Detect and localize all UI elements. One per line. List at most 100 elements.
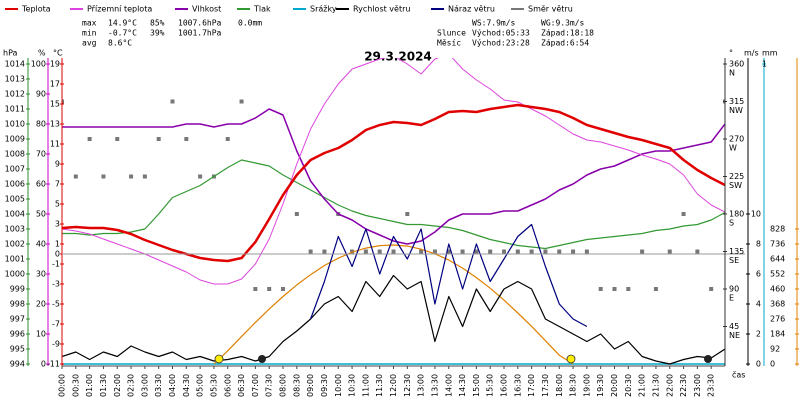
x-tick-label: 02:30 <box>127 374 136 397</box>
stats: max 14.9°C 85% 1007.6hPa 0.0mm min -0.7°C 39% 10… <box>82 19 262 48</box>
x-tick-label: 11:00 <box>361 374 370 397</box>
stat-value: 0.0mm <box>238 19 262 28</box>
y-tick-label: 50 <box>36 210 46 219</box>
y-tick-label: 6 <box>756 270 761 279</box>
stat-value: 39% <box>150 29 165 38</box>
sun-set: Západ:18:18 <box>541 29 594 38</box>
axis-title: ° <box>729 49 733 58</box>
direction-point <box>598 287 603 291</box>
x-tick-label: 04:30 <box>182 374 191 397</box>
y-tick-label: 19 <box>50 60 60 69</box>
y-tick-label: 315 <box>729 97 744 106</box>
x-tick-label: 15:00 <box>472 374 481 397</box>
direction-point <box>377 249 382 254</box>
y-tick-label: 1 <box>762 60 767 69</box>
y-tick-label: 1004 <box>5 210 25 219</box>
direction-point <box>681 212 686 216</box>
direction-point <box>584 249 589 254</box>
direction-point <box>391 249 396 254</box>
y-tick-label: 276 <box>770 315 785 324</box>
direction-point <box>446 249 451 254</box>
y-tick-label: 2 <box>756 330 761 339</box>
y-tick-label: 8 <box>756 240 761 249</box>
x-tick-label: 03:30 <box>154 374 163 397</box>
y-tick-label: 368 <box>770 300 785 309</box>
direction-point <box>267 287 272 291</box>
x-tick-label: 21:30 <box>651 374 660 397</box>
series-line <box>62 103 725 263</box>
y-tick-label: 1007 <box>5 165 25 174</box>
direction-point <box>571 249 576 254</box>
x-tick-label: 08:30 <box>292 374 301 397</box>
direction-point <box>612 287 617 291</box>
direction-label: W <box>729 144 737 153</box>
x-axis-label: čas <box>732 370 745 380</box>
x-tick-label: 01:30 <box>99 374 108 397</box>
y-tick-label: 1014 <box>5 60 25 69</box>
y-tick-label: -9 <box>52 340 60 349</box>
direction-point <box>101 174 106 179</box>
series-line <box>62 159 725 250</box>
y-tick-label: 644 <box>770 255 785 264</box>
direction-point <box>667 249 672 254</box>
direction-label: SE <box>729 256 739 265</box>
direction-label: E <box>729 294 734 303</box>
legend-label: Teplota <box>21 5 51 14</box>
direction-point <box>253 287 258 291</box>
info: WS:7.9m/s WG:9.3m/s Slunce Východ:05:33 … <box>437 19 594 48</box>
series-line <box>62 108 725 245</box>
axis-title: m/s <box>744 49 759 58</box>
y-tick-label: 40 <box>36 240 46 249</box>
y-tick-label: 270 <box>729 135 744 144</box>
x-tick-label: 21:00 <box>638 374 647 397</box>
direction-point <box>695 249 700 254</box>
y-tick-label: 17 <box>50 80 60 89</box>
series-line <box>62 274 725 365</box>
y-tick-label: 0 <box>756 360 761 369</box>
direction-point <box>363 249 368 254</box>
direction-point <box>488 249 493 254</box>
stat-value: 8.6°C <box>108 39 132 48</box>
direction-point <box>239 99 244 104</box>
sun-label: Slunce <box>437 29 466 38</box>
x-tick-label: 07:00 <box>251 374 260 397</box>
y-tick-label: 0 <box>770 360 775 369</box>
legend-label: Směr větru <box>528 5 573 14</box>
x-tick-label: 20:30 <box>624 374 633 397</box>
x-tick-label: 06:30 <box>237 374 246 397</box>
direction-point <box>405 212 410 216</box>
direction-label: S <box>729 219 734 228</box>
direction-point <box>502 249 506 254</box>
direction-point <box>129 174 134 179</box>
y-tick-label: 4 <box>756 300 761 309</box>
direction-point <box>142 174 147 179</box>
series-line <box>62 58 725 285</box>
y-tick-label: 460 <box>770 285 785 294</box>
y-tick-label: 1001 <box>5 255 25 264</box>
x-tick-label: 13:00 <box>417 374 426 397</box>
y-tick-label: 9 <box>55 160 60 169</box>
x-tick-label: 13:30 <box>430 374 439 397</box>
legend-label: Náraz větru <box>448 5 495 14</box>
sunrise-marker <box>214 354 224 364</box>
direction-point <box>350 249 355 254</box>
x-tick-label: 12:30 <box>403 374 412 397</box>
y-tick-label: 360 <box>729 60 744 69</box>
axis-title: mm <box>762 49 778 58</box>
direction-point <box>62 99 64 104</box>
x-tick-label: 22:00 <box>665 374 674 397</box>
direction-point <box>626 287 631 291</box>
stat-value: 85% <box>150 19 165 28</box>
x-tick-label: 12:00 <box>389 374 398 397</box>
x-tick-label: 05:30 <box>209 374 218 397</box>
y-tick-label: 135 <box>729 247 744 256</box>
direction-point <box>281 287 285 291</box>
direction-label: SW <box>729 181 742 190</box>
y-tick-label: 995 <box>10 345 25 354</box>
sun-rise: Východ:05:33 <box>472 29 530 38</box>
stat-value: 1001.7hPa <box>178 29 222 38</box>
y-tick-label: 1000 <box>5 270 25 279</box>
x-tick-label: 19:30 <box>596 374 605 397</box>
stat-value: max <box>82 19 97 28</box>
legend-label: Tlak <box>253 5 271 14</box>
